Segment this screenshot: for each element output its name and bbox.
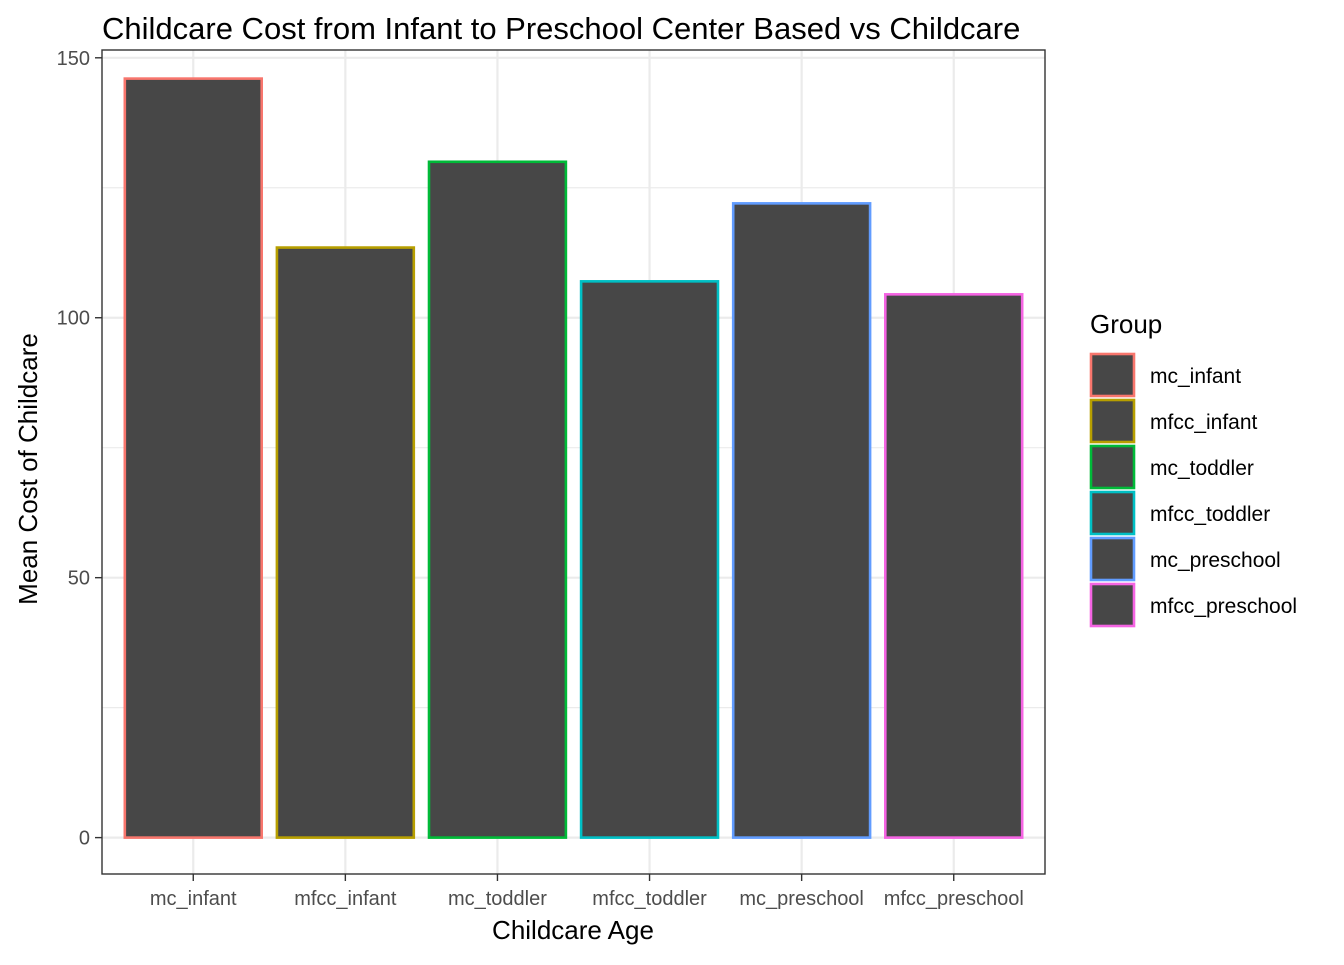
legend-label: mfcc_toddler — [1150, 503, 1270, 526]
legend-label: mfcc_preschool — [1150, 595, 1297, 618]
x-tick-label: mc_toddler — [448, 888, 547, 910]
legend-title: Group — [1090, 309, 1162, 339]
bar-mc-infant — [123, 77, 264, 839]
y-axis: 0 50 100 150 — [57, 48, 102, 850]
legend-key — [1089, 582, 1136, 628]
y-tick-label: 50 — [68, 568, 90, 590]
y-tick-label: 100 — [57, 308, 90, 330]
bar-mfcc-infant — [275, 246, 416, 839]
x-tick-label: mc_infant — [150, 888, 237, 910]
x-axis: mc_infant mfcc_infant mc_toddler mfcc_toddl… — [150, 874, 1024, 910]
legend-label: mfcc_infant — [1150, 411, 1258, 434]
legend: Group mc_infant mfcc_infant mc_toddlermfcc… — [1089, 309, 1297, 628]
legend-key — [1089, 536, 1136, 582]
panel-border — [101, 49, 1046, 875]
legend-key — [1089, 490, 1136, 536]
chart-title: Childcare Cost from Infant to Preschool … — [102, 11, 1020, 46]
legend-key — [1089, 352, 1136, 398]
bar-mc-toddler — [427, 160, 568, 839]
x-tick-label: mfcc_toddler — [592, 888, 707, 910]
y-tick-label: 150 — [57, 48, 90, 70]
y-tick-label: 0 — [79, 828, 90, 850]
legend-label: mc_infant — [1150, 365, 1241, 388]
bars — [123, 77, 1024, 839]
x-tick-label: mfcc_infant — [294, 888, 397, 910]
bar-mfcc-toddler — [579, 280, 720, 839]
legend-label: mc_preschool — [1150, 549, 1281, 572]
bar-mfcc-preschool — [883, 293, 1024, 839]
x-tick-label: mfcc_preschool — [884, 888, 1024, 910]
bar-mc-preschool — [731, 202, 872, 839]
y-axis-title: Mean Cost of Childcare — [13, 333, 43, 605]
legend-key — [1089, 444, 1136, 490]
x-axis-title: Childcare Age — [492, 915, 654, 945]
panel-border-rect — [101, 49, 1046, 875]
legend-key — [1089, 398, 1136, 444]
x-tick-label: mc_preschool — [739, 888, 864, 910]
legend-label: mc_toddler — [1150, 457, 1254, 480]
